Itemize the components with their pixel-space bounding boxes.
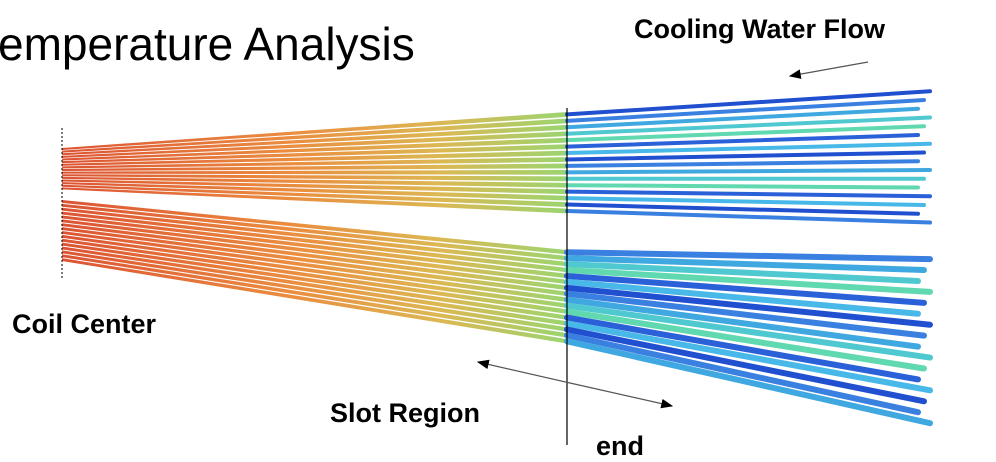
- page: emperature Analysis Cooling Water Flow C…: [0, 0, 996, 462]
- slot-arrow-left: [478, 362, 570, 383]
- end-label: end: [596, 431, 644, 461]
- diagram: emperature Analysis Cooling Water Flow C…: [0, 0, 996, 462]
- flow-label: Cooling Water Flow: [634, 14, 886, 44]
- coil-strip: [62, 170, 567, 175]
- coil-wire: [567, 170, 930, 172]
- coil-wire: [567, 192, 930, 197]
- title: emperature Analysis: [0, 18, 415, 70]
- slot-region-label: Slot Region: [330, 398, 480, 428]
- coil-center-label: Coil Center: [12, 309, 157, 339]
- coil-wire: [567, 185, 918, 187]
- slot-arrow-right: [570, 383, 672, 406]
- coil-image: [62, 91, 930, 423]
- coil-wire: [567, 161, 918, 166]
- flow-arrow: [790, 62, 868, 76]
